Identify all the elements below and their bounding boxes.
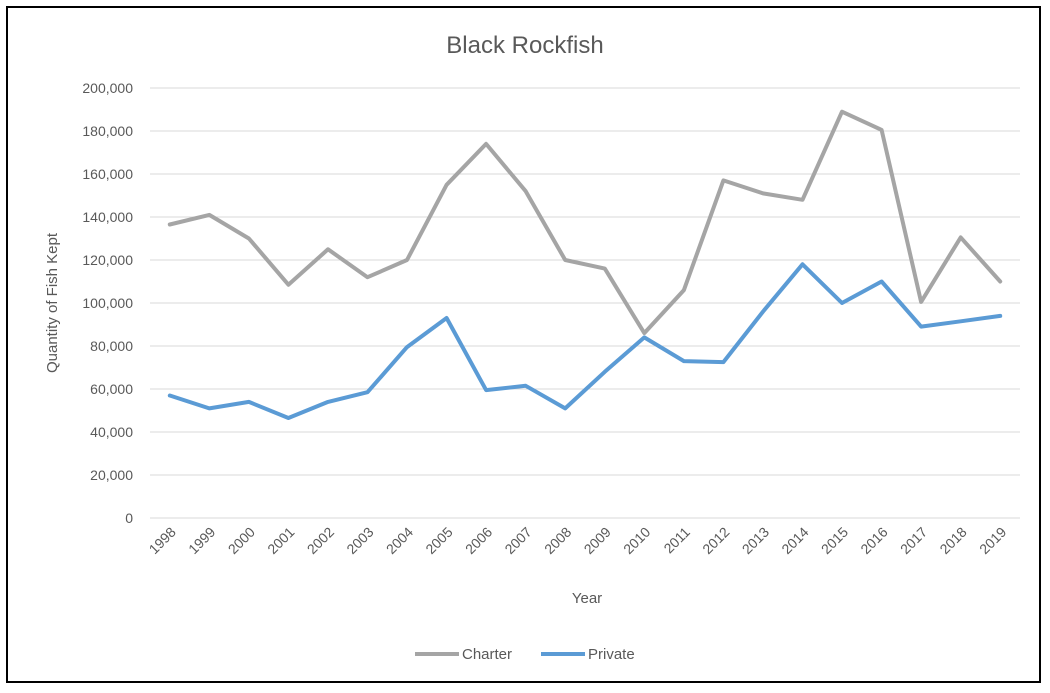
y-tick-label: 120,000	[82, 252, 133, 268]
series-line-private	[167, 262, 1003, 420]
y-tick-label: 180,000	[82, 123, 133, 139]
x-tick-label: 2009	[581, 524, 614, 557]
y-tick-label: 60,000	[90, 381, 133, 397]
x-tick-label: 2018	[936, 524, 969, 557]
y-axis-title: Quantity of Fish Kept	[44, 232, 61, 373]
x-tick-label: 2007	[501, 524, 534, 557]
x-tick-label: 2019	[976, 524, 1009, 557]
x-tick-label: 1999	[185, 524, 218, 557]
y-tick-label: 100,000	[82, 295, 133, 311]
y-tick-label: 200,000	[82, 80, 133, 96]
gridlines	[150, 87, 1020, 519]
x-tick-label: 2003	[343, 524, 376, 557]
y-tick-label: 0	[125, 510, 133, 526]
series-lines	[167, 109, 1003, 420]
legend-label-private: Private	[588, 646, 635, 663]
legend: Charter Private	[415, 646, 635, 663]
x-tick-labels: 1998 1999 2000 2001 2002 2003 2004 2005 2006 2007…	[146, 524, 1010, 557]
x-tick-label: 1998	[146, 524, 179, 557]
x-tick-label: 2016	[857, 524, 890, 557]
x-axis-title: Year	[572, 590, 602, 607]
x-tick-label: 2008	[541, 524, 574, 557]
chart-frame	[6, 6, 1041, 683]
y-tick-label: 160,000	[82, 166, 133, 182]
x-tick-label: 2002	[304, 524, 337, 557]
y-tick-label: 40,000	[90, 424, 133, 440]
x-tick-label: 2014	[778, 524, 811, 557]
x-tick-label: 2012	[699, 524, 732, 557]
x-tick-label: 2000	[225, 524, 258, 557]
y-tick-labels: 0 20,000 40,000 60,000 80,000 100,000 120,000 1…	[82, 80, 133, 526]
x-tick-label: 2015	[818, 524, 851, 557]
legend-label-charter: Charter	[462, 646, 512, 663]
y-tick-label: 140,000	[82, 209, 133, 225]
x-tick-label: 2010	[620, 524, 653, 557]
x-tick-label: 2001	[264, 524, 297, 557]
x-tick-label: 2011	[660, 524, 693, 557]
chart-title: Black Rockfish	[446, 32, 603, 59]
x-tick-label: 2013	[739, 524, 772, 557]
x-tick-label: 2006	[462, 524, 495, 557]
x-tick-label: 2005	[422, 524, 455, 557]
y-tick-label: 80,000	[90, 338, 133, 354]
y-tick-label: 20,000	[90, 467, 133, 483]
x-tick-label: 2017	[897, 524, 930, 557]
x-tick-label: 2004	[383, 524, 416, 557]
series-line-charter	[167, 109, 1003, 336]
